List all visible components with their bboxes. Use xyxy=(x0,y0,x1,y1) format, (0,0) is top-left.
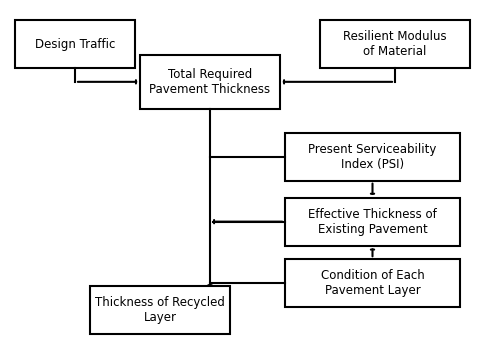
FancyBboxPatch shape xyxy=(140,55,280,109)
Text: Present Serviceability
Index (PSI): Present Serviceability Index (PSI) xyxy=(308,143,436,171)
FancyBboxPatch shape xyxy=(15,20,135,68)
Text: Resilient Modulus
of Material: Resilient Modulus of Material xyxy=(343,30,447,58)
FancyBboxPatch shape xyxy=(90,286,230,334)
Text: Condition of Each
Pavement Layer: Condition of Each Pavement Layer xyxy=(320,269,424,297)
Text: Total Required
Pavement Thickness: Total Required Pavement Thickness xyxy=(150,68,270,96)
FancyBboxPatch shape xyxy=(285,133,460,181)
Text: Effective Thickness of
Existing Pavement: Effective Thickness of Existing Pavement xyxy=(308,208,437,236)
FancyBboxPatch shape xyxy=(285,198,460,246)
Text: Thickness of Recycled
Layer: Thickness of Recycled Layer xyxy=(95,296,225,324)
FancyBboxPatch shape xyxy=(320,20,470,68)
Text: Design Traffic: Design Traffic xyxy=(35,38,115,51)
FancyBboxPatch shape xyxy=(285,259,460,307)
